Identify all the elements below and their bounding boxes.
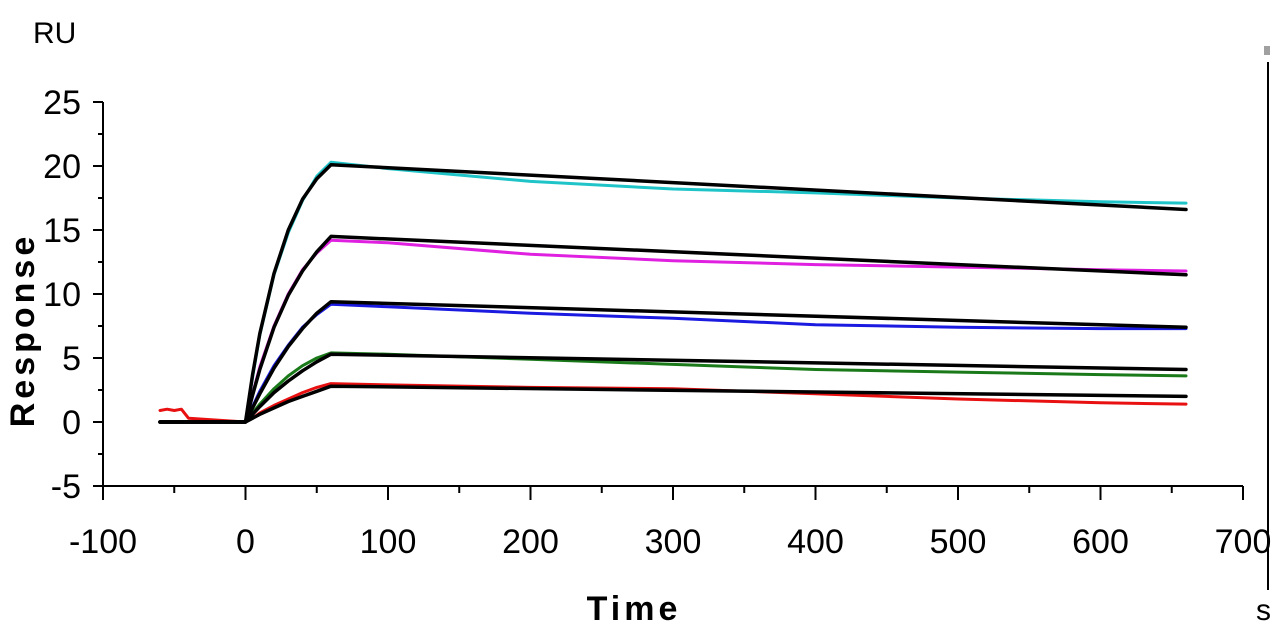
- x-tick-label: 0: [236, 523, 255, 561]
- x-tick-label: 300: [645, 523, 702, 561]
- fit-curve-3: [158, 299, 1188, 424]
- x-unit-label: s: [1256, 594, 1271, 625]
- y-tick-label: 0: [62, 404, 81, 442]
- y-tick-label: -5: [51, 468, 81, 506]
- x-tick-label: 700: [1215, 523, 1272, 561]
- y-tick-label: 5: [62, 340, 81, 378]
- fit-curve-5: [158, 384, 1188, 424]
- y-axis-title: Response: [4, 233, 42, 428]
- y-tick-label: 15: [43, 212, 81, 250]
- y-tick-label: 10: [43, 276, 81, 314]
- response-series-red: [158, 382, 1188, 424]
- x-tick-label: 600: [1072, 523, 1129, 561]
- fit-curves: [158, 162, 1188, 424]
- fit-curve-1: [158, 162, 1188, 424]
- axis-ticks: [93, 101, 1244, 500]
- y-tick-label: 20: [43, 148, 81, 186]
- fit-curve-2: [158, 234, 1188, 424]
- x-tick-label: 200: [502, 523, 559, 561]
- x-axis-title: Time: [587, 590, 682, 625]
- x-tick-label: -100: [69, 523, 137, 561]
- x-tick-label: 100: [360, 523, 417, 561]
- y-tick-label: 25: [43, 84, 81, 122]
- x-tick-label: 400: [787, 523, 844, 561]
- scroll-indicator: [1264, 46, 1270, 55]
- x-tick-label: 500: [930, 523, 987, 561]
- y-unit-label: RU: [33, 17, 76, 50]
- axis-tick-labels: -5 0 5 10 15 20 25 -100 0 100 200 300 400 500 600 700: [43, 84, 1271, 561]
